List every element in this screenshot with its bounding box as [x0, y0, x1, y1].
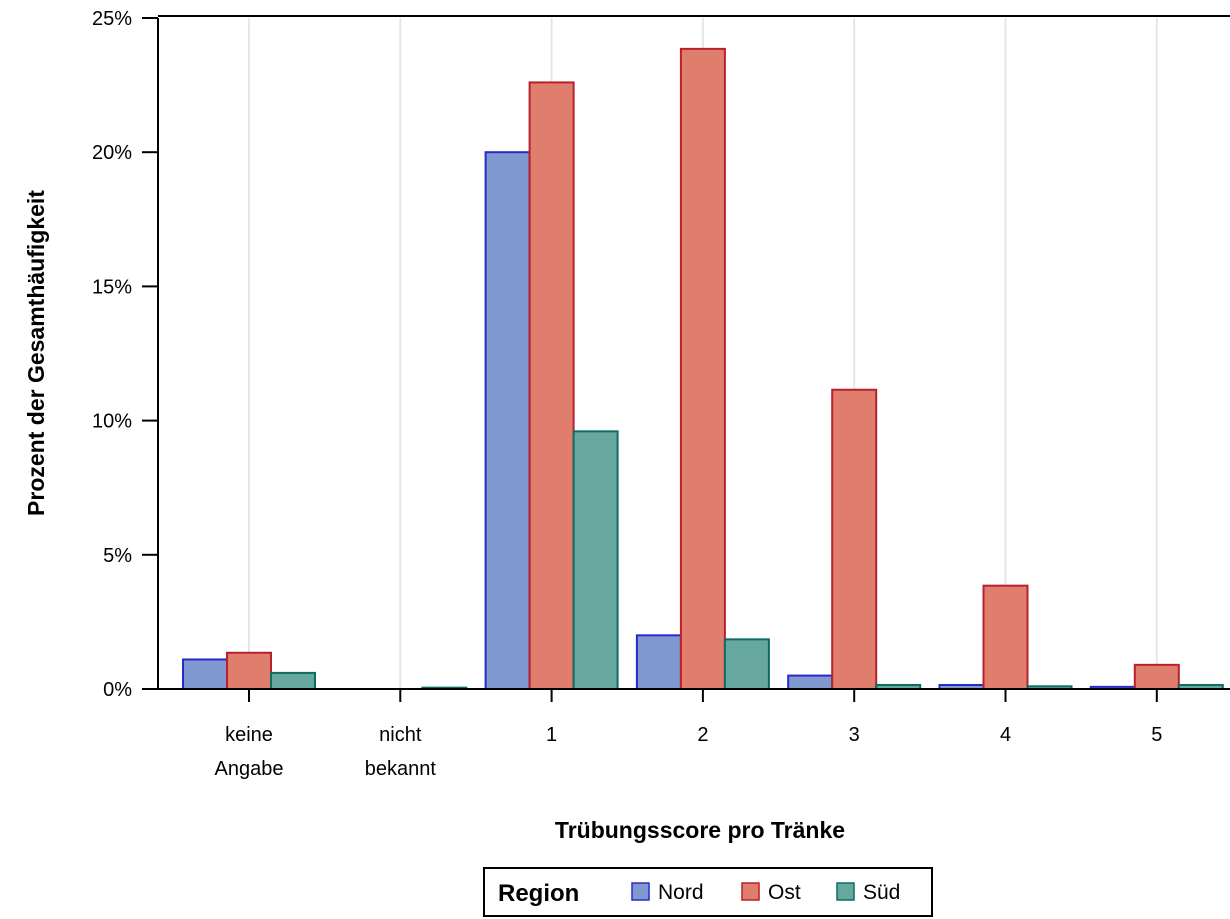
bar-nord [787, 674, 834, 691]
bar-s-d [572, 430, 619, 690]
y-tick-label: 10% [92, 411, 132, 433]
legend-title: Region [498, 880, 579, 907]
y-ticks: 0% 5% 10% 15% 20% 25% [92, 8, 158, 701]
legend-label: Süd [863, 881, 900, 904]
x-tick-label: 1 [546, 724, 557, 746]
x-axis-title: Trübungsscore pro Tränke [555, 817, 845, 843]
y-tick-label: 5% [103, 545, 132, 567]
axes [142, 15, 1230, 690]
y-tick-label: 0% [103, 679, 132, 701]
bar-ost [1133, 663, 1180, 690]
legend-swatch [631, 882, 650, 901]
y-axis-title: Prozent der Gesamthäufigkeit [23, 190, 49, 516]
bar-s-d [723, 638, 770, 691]
legend-label: Nord [658, 881, 704, 904]
x-tick-label: 5 [1151, 724, 1162, 746]
x-tick-label: 2 [697, 724, 708, 746]
legend-label: Ost [768, 881, 801, 904]
bar-nord [182, 658, 228, 691]
legend-items: Nord Ost Süd [631, 881, 900, 904]
x-ticks: keine Angabe nicht bekannt 1 2 3 4 5 [215, 689, 1162, 780]
x-tick-label: keine Angabe [215, 724, 284, 780]
y-tick-label: 25% [92, 8, 132, 30]
legend-swatch [741, 882, 760, 901]
x-tick-label: 3 [849, 724, 860, 746]
bar-ost [679, 47, 726, 690]
bar-s-d [270, 671, 316, 690]
x-tick-label: 4 [1000, 724, 1011, 746]
bar-nord [484, 151, 531, 690]
bar-ost [528, 81, 575, 690]
y-tick-label: 20% [92, 142, 132, 164]
bar-nord [635, 634, 682, 691]
bar-ost [831, 388, 878, 690]
legend-swatch [836, 882, 855, 901]
bar-ost [226, 651, 272, 690]
bars [182, 47, 1224, 691]
legend-frame [483, 867, 933, 917]
x-tick-label: nicht bekannt [365, 724, 437, 780]
legend: Region Nord Ost Süd [483, 867, 933, 917]
bar-ost [982, 584, 1029, 691]
y-tick-label: 15% [92, 276, 132, 298]
